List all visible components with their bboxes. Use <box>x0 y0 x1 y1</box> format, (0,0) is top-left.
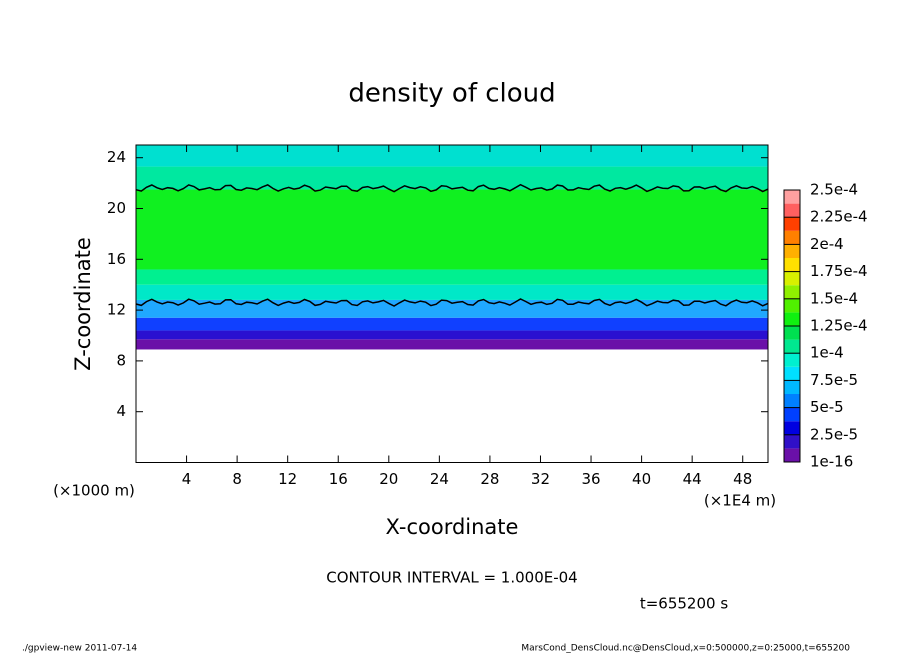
colorbar-box <box>784 190 800 204</box>
colorbar-box <box>784 203 800 218</box>
x-tick-label: 16 <box>329 470 348 488</box>
colorbar-box <box>784 217 800 231</box>
x-unit: (×1E4 m) <box>704 492 776 510</box>
x-tick-label: 44 <box>683 470 702 488</box>
x-tick-label: 4 <box>182 470 192 488</box>
colorbar-box <box>784 312 800 326</box>
footer-right: MarsCond_DensCloud.nc@DensCloud,x=0:5000… <box>521 644 850 654</box>
colorbar-label: 7.5e-5 <box>810 371 858 389</box>
colorbar-label: 1.75e-4 <box>810 262 868 280</box>
cloud-band <box>136 189 768 270</box>
x-tick-label: 28 <box>480 470 499 488</box>
colorbar-label: 2.5e-5 <box>810 425 858 443</box>
colorbar-box <box>784 326 800 340</box>
cloud-band <box>136 145 768 167</box>
colorbar-label: 1e-4 <box>810 344 844 362</box>
colorbar-box <box>784 421 800 435</box>
contour-line <box>135 183 769 193</box>
x-tick-label: 40 <box>632 470 651 488</box>
cloud-band <box>136 339 768 350</box>
colorbar-box <box>784 298 800 313</box>
y-tick-label: 16 <box>107 250 126 268</box>
x-tick-label: 12 <box>278 470 297 488</box>
colorbar-box <box>784 394 800 408</box>
y-tick-label: 12 <box>107 301 126 319</box>
colorbar-box <box>784 353 800 367</box>
x-tick-label: 8 <box>232 470 242 488</box>
x-tick-label: 24 <box>430 470 449 488</box>
y-axis-label: Z-coordinate <box>71 237 95 371</box>
colorbar-box <box>784 258 800 272</box>
cloud-band <box>136 269 768 285</box>
cloud-band <box>136 284 768 300</box>
colorbar-box <box>784 244 800 258</box>
colorbar-box <box>784 230 800 245</box>
x-tick-label: 48 <box>733 470 752 488</box>
x-tick-label: 36 <box>581 470 600 488</box>
contour-line <box>135 298 769 307</box>
x-axis-label: X-coordinate <box>386 515 519 539</box>
colorbar-label: 2.5e-4 <box>810 181 858 199</box>
colorbar-box <box>784 339 800 354</box>
x-tick-label: 20 <box>379 470 398 488</box>
colorbar-box <box>784 448 800 462</box>
colorbar-box <box>784 380 800 394</box>
colorbar-label: 5e-5 <box>810 398 844 416</box>
contour-interval: CONTOUR INTERVAL = 1.000E-04 <box>326 569 577 587</box>
cloud-band <box>136 299 768 318</box>
colorbar-label: 1e-16 <box>810 453 853 471</box>
colorbar-label: 1.5e-4 <box>810 289 858 307</box>
colorbar-label: 2.25e-4 <box>810 208 868 226</box>
y-unit: (×1000 m) <box>53 482 135 500</box>
y-tick-label: 4 <box>116 402 126 420</box>
colorbar-label: 2e-4 <box>810 235 844 253</box>
footer-left: ./gpview-new 2011-07-14 <box>22 644 137 654</box>
x-tick-label: 32 <box>531 470 550 488</box>
colorbar-box <box>784 434 800 449</box>
chart-title: density of cloud <box>348 79 555 109</box>
colorbar-box <box>784 271 800 286</box>
y-tick-label: 20 <box>107 199 126 217</box>
colorbar-box <box>784 366 800 381</box>
colorbar-label: 1.25e-4 <box>810 317 868 335</box>
cloud-band <box>136 317 768 331</box>
y-tick-label: 8 <box>116 351 126 369</box>
time-label: t=655200 s <box>640 595 728 613</box>
cloud-band <box>136 166 768 190</box>
colorbar-box <box>784 285 800 299</box>
colorbar-box <box>784 407 800 422</box>
cloud-band <box>136 330 768 340</box>
y-tick-label: 24 <box>107 148 126 166</box>
plot-frame <box>135 144 769 463</box>
